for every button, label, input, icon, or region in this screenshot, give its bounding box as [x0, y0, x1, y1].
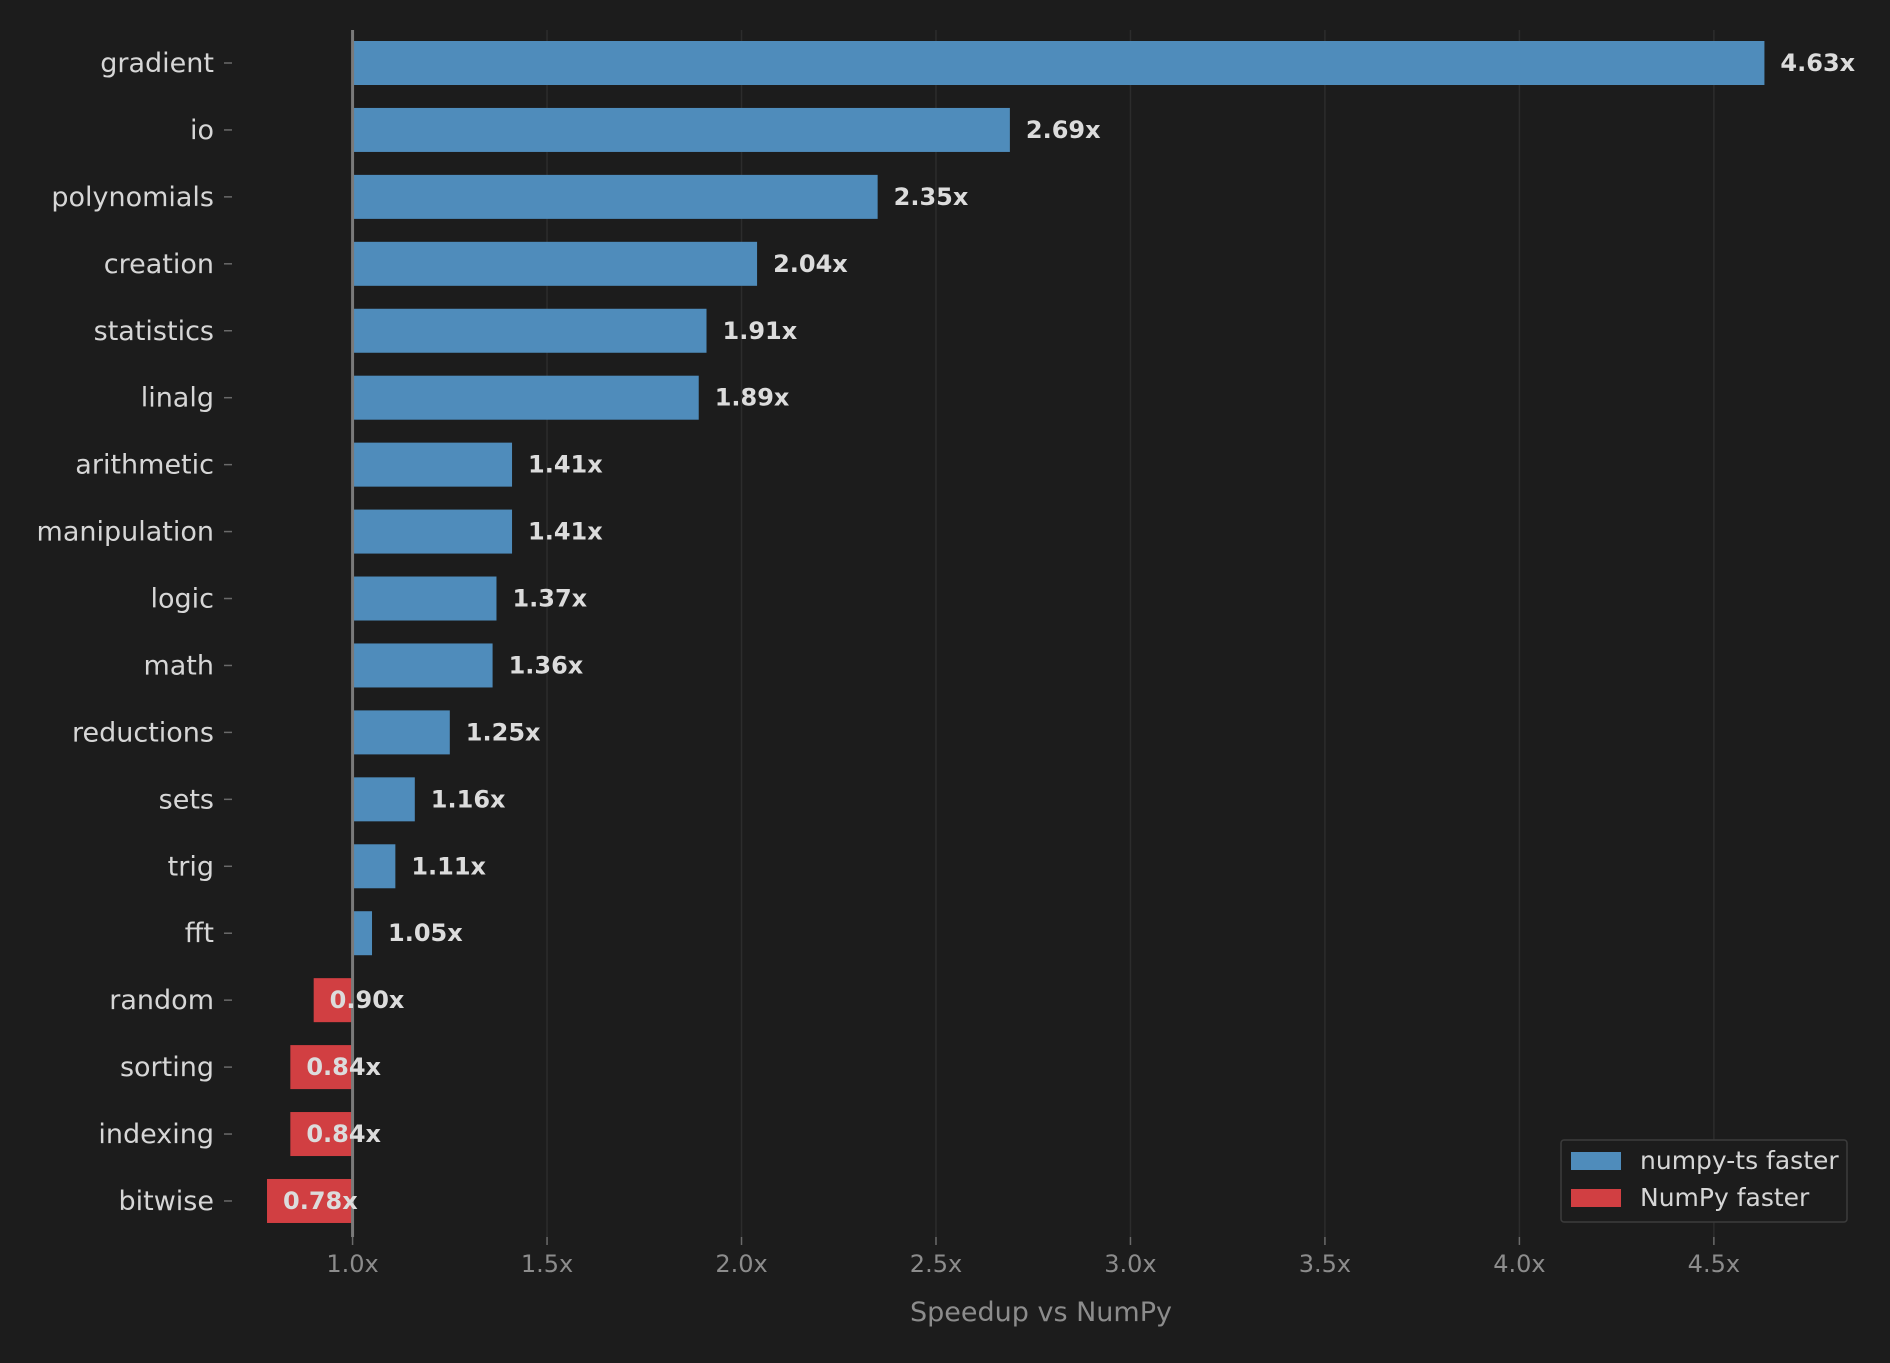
bars: [267, 41, 1765, 1223]
category-label-trig: trig: [168, 851, 214, 882]
bar-math: [352, 643, 493, 688]
category-label-polynomials: polynomials: [51, 182, 214, 213]
category-labels: gradient io polynomials creation statistics l…: [37, 48, 232, 1217]
bar-trig: [352, 844, 396, 889]
value-label-bitwise: 0.78x: [283, 1187, 358, 1215]
bar-fft: [352, 911, 373, 956]
bar-random: [313, 978, 353, 1023]
value-label-statistics: 1.91x: [723, 317, 798, 345]
category-label-indexing: indexing: [98, 1119, 214, 1150]
legend-label-numpy-faster: NumPy faster: [1640, 1183, 1810, 1212]
bar-indexing: [290, 1112, 353, 1157]
value-label-creation: 2.04x: [773, 250, 848, 278]
value-label-math: 1.36x: [509, 651, 584, 679]
legend-label-numpy-ts-faster: numpy-ts faster: [1640, 1146, 1839, 1175]
value-labels: 4.63x 2.69x 2.35x 2.04x 1.91x 1.89x 1.41x 1.41x…: [283, 49, 1856, 1215]
x-tick-label: 2.5x: [910, 1250, 962, 1278]
category-label-fft: fft: [185, 918, 214, 949]
value-label-trig: 1.11x: [411, 852, 486, 880]
legend-swatch-numpy-ts-faster: [1571, 1152, 1621, 1170]
bar-linalg: [352, 375, 699, 420]
value-label-sets: 1.16x: [431, 785, 506, 813]
value-label-fft: 1.05x: [388, 919, 463, 947]
value-label-random: 0.90x: [330, 986, 405, 1014]
bar-logic: [352, 576, 497, 621]
x-axis-title: Speedup vs NumPy: [910, 1297, 1172, 1328]
category-label-reductions: reductions: [72, 717, 214, 748]
category-label-logic: logic: [150, 584, 214, 615]
category-label-bitwise: bitwise: [119, 1186, 215, 1217]
x-tick-label: 3.5x: [1299, 1250, 1351, 1278]
bar-polynomials: [352, 174, 878, 219]
value-label-manipulation: 1.41x: [528, 518, 603, 546]
category-label-statistics: statistics: [94, 316, 214, 347]
x-tick-label: 1.5x: [521, 1250, 573, 1278]
legend: numpy-ts faster NumPy faster: [1560, 1139, 1848, 1223]
bar-sets: [352, 777, 415, 822]
legend-swatch-numpy-faster: [1571, 1189, 1621, 1207]
value-label-reductions: 1.25x: [466, 718, 541, 746]
bar-bitwise: [267, 1178, 353, 1223]
category-label-manipulation: manipulation: [37, 517, 214, 548]
bar-statistics: [352, 308, 707, 353]
value-label-linalg: 1.89x: [715, 384, 790, 412]
value-label-logic: 1.37x: [512, 585, 587, 613]
value-label-indexing: 0.84x: [306, 1120, 381, 1148]
category-label-sets: sets: [159, 784, 214, 815]
bar-creation: [352, 241, 758, 286]
category-label-math: math: [143, 650, 214, 681]
category-label-arithmetic: arithmetic: [75, 450, 214, 481]
bar-sorting: [290, 1045, 353, 1090]
value-label-arithmetic: 1.41x: [528, 451, 603, 479]
bar-manipulation: [352, 509, 513, 554]
x-tick-label: 4.5x: [1688, 1250, 1740, 1278]
category-label-creation: creation: [104, 249, 214, 280]
x-axis-ticks: 1.0x 1.5x 2.0x 2.5x 3.0x 3.5x 4.0x 4.5x: [326, 1237, 1740, 1278]
x-tick-label: 2.0x: [715, 1250, 767, 1278]
value-label-sorting: 0.84x: [306, 1053, 381, 1081]
x-tick-label: 4.0x: [1493, 1250, 1545, 1278]
category-label-gradient: gradient: [100, 48, 214, 79]
category-label-random: random: [109, 985, 214, 1016]
bar-io: [352, 107, 1010, 152]
category-label-io: io: [190, 115, 214, 146]
x-tick-label: 1.0x: [326, 1250, 378, 1278]
x-tick-label: 3.0x: [1104, 1250, 1156, 1278]
bar-reductions: [352, 710, 450, 755]
value-label-polynomials: 2.35x: [894, 183, 969, 211]
value-label-gradient: 4.63x: [1780, 49, 1855, 77]
category-label-linalg: linalg: [141, 383, 214, 414]
value-label-io: 2.69x: [1026, 116, 1101, 144]
legend-frame: [1560, 1139, 1848, 1223]
category-label-sorting: sorting: [120, 1052, 214, 1083]
grid-lines: [351, 30, 1715, 1237]
bar-gradient: [352, 41, 1765, 85]
bar-arithmetic: [352, 442, 513, 487]
